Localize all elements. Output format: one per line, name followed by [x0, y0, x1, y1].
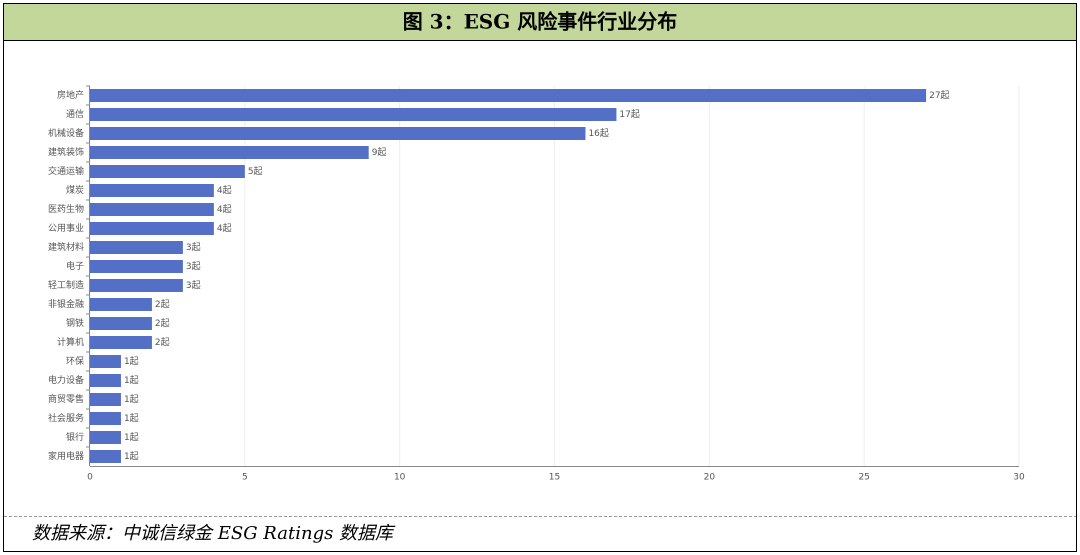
bar — [90, 165, 245, 178]
value-label: 1起 — [124, 451, 139, 462]
x-tick-label: 25 — [858, 473, 869, 483]
y-tick-label: 环保 — [66, 355, 84, 367]
frame — [3, 3, 1077, 552]
source: 数据来源：中诚信绿金 ESG Ratings 数据库 — [32, 523, 396, 544]
bar — [90, 336, 152, 349]
y-tick-label: 交通运输 — [48, 165, 84, 177]
y-tick-label: 建筑材料 — [48, 241, 84, 253]
bar — [90, 146, 369, 159]
x-tick-label: 5 — [242, 473, 248, 483]
bar — [90, 450, 121, 463]
title-band — [3, 3, 1077, 41]
y-tick-label: 银行 — [66, 431, 84, 443]
y-tick-label: 机械设备 — [48, 127, 84, 139]
value-label: 16起 — [588, 128, 608, 139]
x-tick-label: 15 — [549, 473, 560, 483]
value-label: 2起 — [155, 318, 170, 329]
y-tick-label: 煤炭 — [66, 184, 84, 196]
y-tick-label: 通信 — [66, 108, 84, 120]
bar — [90, 393, 121, 406]
bar — [90, 279, 183, 292]
bar — [90, 374, 121, 387]
value-label: 5起 — [248, 166, 263, 177]
bar — [90, 298, 152, 311]
bar — [90, 431, 121, 444]
chart-title: 图 3：ESG 风险事件行业分布 — [403, 10, 678, 34]
y-tick-label: 电子 — [66, 260, 84, 272]
y-tick-label: 房地产 — [57, 89, 84, 101]
bar — [90, 241, 183, 254]
bar — [90, 203, 214, 216]
value-label: 1起 — [124, 413, 139, 424]
y-tick-label: 钢铁 — [66, 317, 84, 329]
value-label: 9起 — [372, 147, 387, 158]
x-tick-label: 20 — [704, 473, 716, 483]
value-label: 1起 — [124, 356, 139, 367]
y-tick-label: 商贸零售 — [48, 393, 84, 405]
bar — [90, 89, 927, 102]
value-label: 4起 — [217, 223, 232, 234]
value-label: 2起 — [155, 337, 170, 348]
bar — [90, 127, 586, 140]
x-tick-label: 30 — [1013, 473, 1025, 483]
value-label: 3起 — [186, 280, 201, 291]
x-tick-label: 0 — [87, 473, 93, 483]
value-label: 3起 — [186, 242, 201, 253]
value-label: 1起 — [124, 432, 139, 443]
value-label: 27起 — [929, 90, 949, 101]
bar — [90, 222, 214, 235]
bar — [90, 108, 617, 121]
y-tick-label: 建筑装饰 — [48, 146, 84, 158]
y-tick-label: 医药生物 — [48, 203, 84, 215]
value-label: 3起 — [186, 261, 201, 272]
bar — [90, 355, 121, 368]
bar — [90, 184, 214, 197]
y-tick-label: 轻工制造 — [48, 279, 84, 291]
x-tick-label: 10 — [394, 473, 406, 483]
y-tick-label: 非银金融 — [48, 298, 84, 310]
y-tick-label: 社会服务 — [48, 412, 84, 424]
y-tick-label: 家用电器 — [48, 450, 84, 462]
value-label: 17起 — [619, 109, 639, 120]
value-label: 4起 — [217, 204, 232, 215]
bar — [90, 317, 152, 330]
y-tick-label: 公用事业 — [48, 222, 84, 234]
value-label: 1起 — [124, 375, 139, 386]
y-tick-label: 计算机 — [57, 336, 84, 348]
y-tick-label: 电力设备 — [48, 374, 84, 386]
value-label: 1起 — [124, 394, 139, 405]
bar — [90, 260, 183, 273]
value-label: 2起 — [155, 299, 170, 310]
bar — [90, 412, 121, 425]
value-label: 4起 — [217, 185, 232, 196]
